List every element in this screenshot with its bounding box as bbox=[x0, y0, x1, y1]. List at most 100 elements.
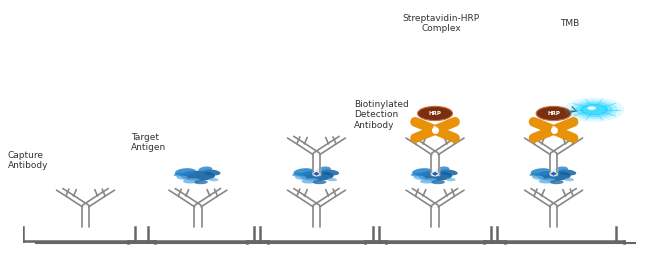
Polygon shape bbox=[406, 136, 422, 145]
Polygon shape bbox=[432, 143, 454, 155]
Ellipse shape bbox=[550, 180, 564, 184]
Text: Streptavidin-HRP
Complex: Streptavidin-HRP Complex bbox=[403, 14, 480, 33]
Polygon shape bbox=[313, 195, 335, 207]
Ellipse shape bbox=[321, 170, 339, 176]
Ellipse shape bbox=[420, 178, 437, 184]
Polygon shape bbox=[326, 137, 336, 144]
Polygon shape bbox=[534, 137, 545, 144]
Ellipse shape bbox=[295, 175, 307, 180]
Ellipse shape bbox=[317, 166, 331, 172]
Polygon shape bbox=[297, 137, 307, 144]
Polygon shape bbox=[82, 206, 89, 227]
Polygon shape bbox=[525, 188, 541, 197]
Ellipse shape bbox=[532, 175, 544, 180]
Polygon shape bbox=[448, 136, 464, 145]
Polygon shape bbox=[287, 188, 304, 197]
Polygon shape bbox=[313, 154, 320, 174]
Polygon shape bbox=[431, 171, 439, 176]
Polygon shape bbox=[313, 171, 320, 176]
Polygon shape bbox=[83, 195, 105, 207]
Polygon shape bbox=[313, 143, 335, 155]
Polygon shape bbox=[207, 189, 217, 196]
Text: Biotinylated
Detection
Antibody: Biotinylated Detection Antibody bbox=[354, 100, 409, 130]
Polygon shape bbox=[534, 189, 545, 196]
Polygon shape bbox=[444, 189, 454, 196]
Ellipse shape bbox=[436, 166, 449, 172]
Ellipse shape bbox=[432, 180, 445, 184]
Ellipse shape bbox=[530, 168, 552, 176]
Circle shape bbox=[564, 98, 624, 122]
Ellipse shape bbox=[529, 173, 540, 176]
Polygon shape bbox=[444, 137, 454, 144]
Polygon shape bbox=[98, 188, 114, 197]
Polygon shape bbox=[550, 154, 557, 174]
Polygon shape bbox=[298, 143, 320, 155]
Ellipse shape bbox=[294, 168, 315, 176]
Circle shape bbox=[536, 106, 571, 121]
Ellipse shape bbox=[183, 178, 200, 184]
Polygon shape bbox=[432, 195, 454, 207]
Polygon shape bbox=[549, 171, 558, 176]
Ellipse shape bbox=[302, 178, 318, 184]
Polygon shape bbox=[566, 188, 582, 197]
Polygon shape bbox=[535, 195, 557, 207]
Text: TMB: TMB bbox=[560, 19, 579, 28]
Circle shape bbox=[580, 104, 608, 115]
Text: HRP: HRP bbox=[428, 111, 441, 116]
Text: Target
Antigen: Target Antigen bbox=[131, 133, 166, 152]
Ellipse shape bbox=[418, 171, 452, 181]
Polygon shape bbox=[66, 189, 76, 196]
Ellipse shape bbox=[539, 178, 556, 184]
Circle shape bbox=[417, 106, 452, 121]
Ellipse shape bbox=[198, 166, 213, 172]
Polygon shape bbox=[329, 136, 345, 145]
Polygon shape bbox=[563, 137, 573, 144]
Polygon shape bbox=[432, 206, 439, 227]
Polygon shape bbox=[298, 195, 320, 207]
Polygon shape bbox=[416, 195, 438, 207]
Ellipse shape bbox=[440, 170, 458, 176]
Polygon shape bbox=[169, 188, 185, 197]
Polygon shape bbox=[329, 188, 345, 197]
Polygon shape bbox=[550, 206, 557, 227]
Ellipse shape bbox=[175, 168, 196, 176]
Polygon shape bbox=[57, 188, 73, 197]
Circle shape bbox=[588, 106, 596, 110]
Ellipse shape bbox=[209, 178, 218, 181]
Text: A: A bbox=[551, 126, 556, 132]
Polygon shape bbox=[211, 188, 227, 197]
Ellipse shape bbox=[327, 178, 337, 181]
Ellipse shape bbox=[174, 173, 185, 176]
Polygon shape bbox=[416, 143, 438, 155]
Polygon shape bbox=[195, 195, 217, 207]
Polygon shape bbox=[535, 143, 557, 155]
Ellipse shape bbox=[176, 175, 188, 180]
Ellipse shape bbox=[412, 168, 433, 176]
Polygon shape bbox=[551, 195, 573, 207]
Polygon shape bbox=[297, 189, 307, 196]
Ellipse shape bbox=[203, 170, 220, 176]
Polygon shape bbox=[406, 188, 422, 197]
Text: Capture
Antibody: Capture Antibody bbox=[8, 151, 48, 170]
Circle shape bbox=[583, 105, 605, 114]
Polygon shape bbox=[432, 154, 439, 174]
Ellipse shape bbox=[446, 178, 456, 181]
Polygon shape bbox=[67, 195, 88, 207]
Ellipse shape bbox=[313, 180, 326, 184]
Ellipse shape bbox=[292, 173, 303, 176]
Ellipse shape bbox=[299, 171, 333, 181]
Circle shape bbox=[571, 100, 618, 119]
Ellipse shape bbox=[536, 171, 571, 181]
Ellipse shape bbox=[411, 173, 422, 176]
Ellipse shape bbox=[558, 170, 577, 176]
Ellipse shape bbox=[564, 178, 574, 181]
Ellipse shape bbox=[413, 175, 425, 180]
Ellipse shape bbox=[181, 171, 215, 181]
Polygon shape bbox=[179, 195, 201, 207]
Text: A: A bbox=[432, 126, 437, 132]
Polygon shape bbox=[551, 143, 573, 155]
Polygon shape bbox=[179, 189, 188, 196]
Polygon shape bbox=[95, 189, 105, 196]
Polygon shape bbox=[563, 189, 573, 196]
Polygon shape bbox=[415, 137, 426, 144]
